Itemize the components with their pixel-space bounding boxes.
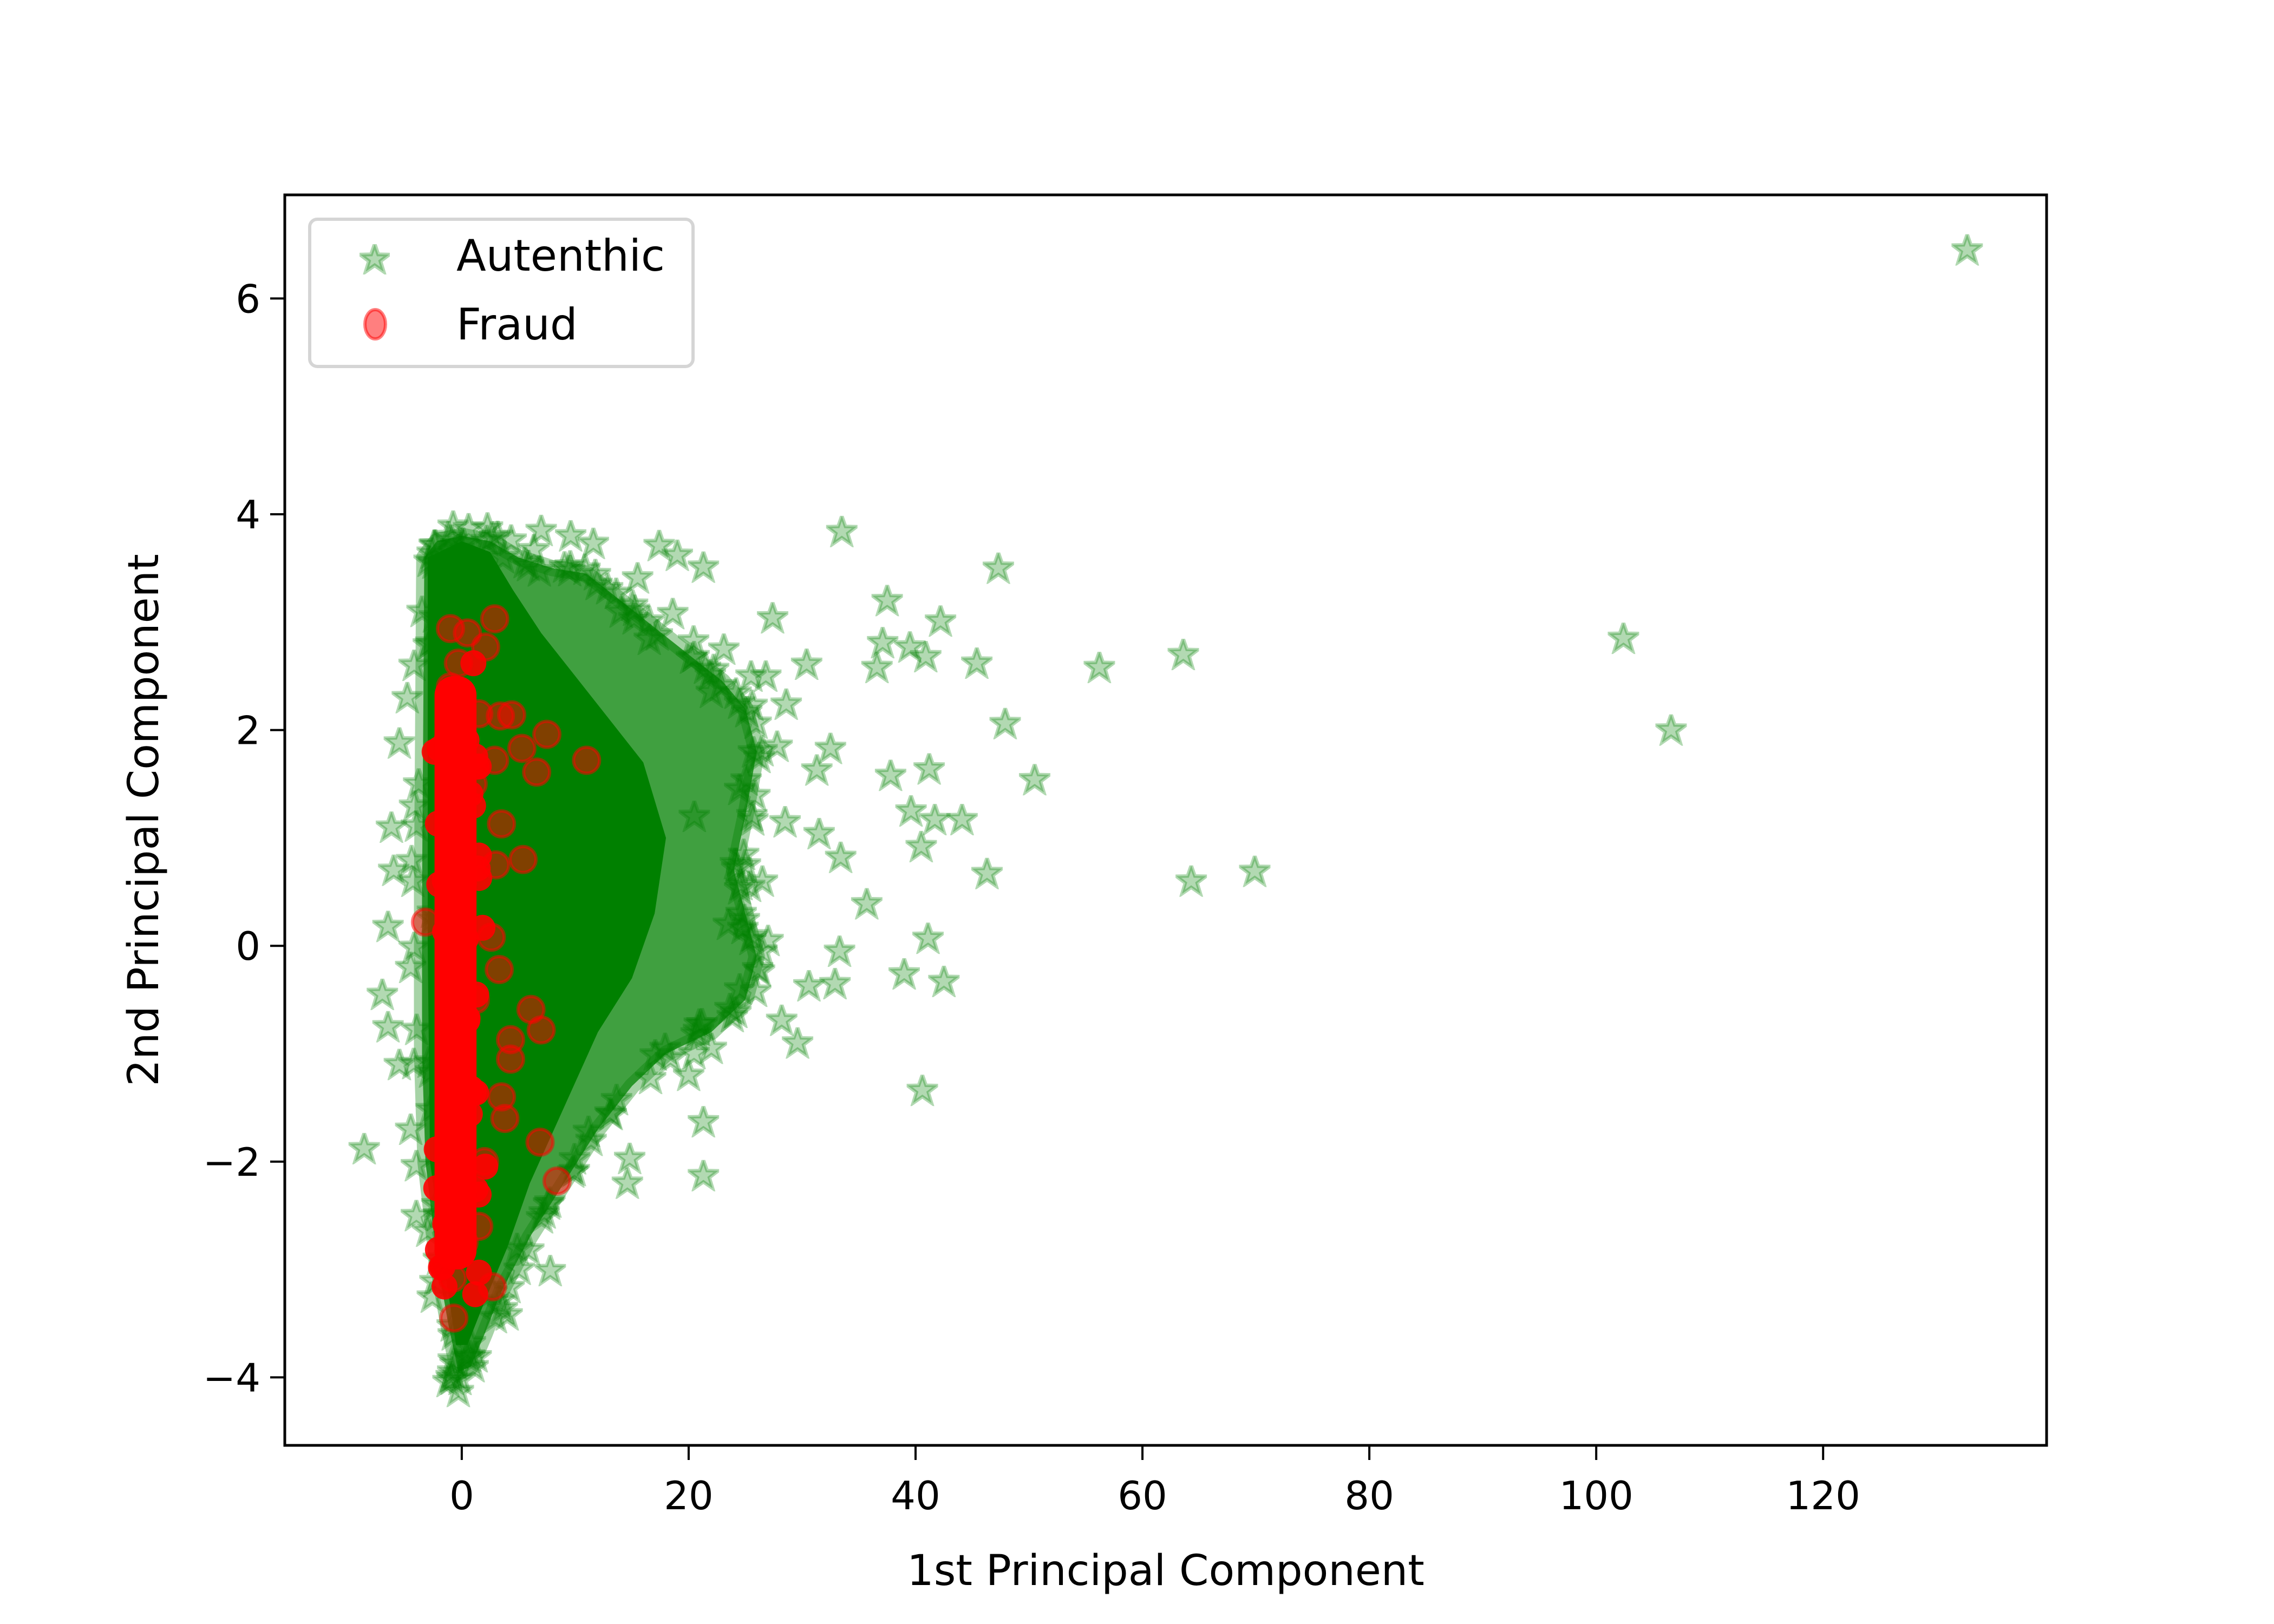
fraud-circle (435, 672, 465, 702)
x-tick-label: 20 (664, 1473, 714, 1518)
legend-circle-icon (363, 308, 387, 340)
axes-frame (283, 193, 2048, 1447)
x-tick-label: 40 (891, 1473, 940, 1518)
fraud-circle (526, 1015, 556, 1045)
y-tick-label: 2 (236, 708, 260, 754)
y-tick-label: −4 (203, 1355, 260, 1400)
fraud-circle (476, 922, 506, 952)
fraud-points (410, 604, 602, 1333)
fraud-circle (480, 604, 509, 634)
legend-label-fraud: Fraud (456, 299, 578, 350)
fraud-circle (439, 1303, 469, 1333)
fraud-circle (449, 1228, 479, 1258)
fraud-circle (495, 1044, 525, 1074)
fraud-circle (508, 844, 538, 874)
fraud-circle (485, 955, 514, 985)
fraud-circle (532, 719, 562, 749)
y-tick-label: 0 (236, 924, 260, 969)
y-axis-ticks: −4 −2 0 2 4 6 (203, 276, 285, 1400)
fraud-circle (464, 699, 494, 729)
plot-area (349, 234, 1982, 1404)
y-tick-label: 4 (236, 492, 260, 538)
x-tick-label: 100 (1559, 1473, 1633, 1518)
legend-frame (308, 218, 695, 368)
fraud-circle (461, 985, 491, 1014)
fraud-circle (469, 1147, 499, 1176)
legend: Autenthic Fraud (308, 218, 695, 368)
y-tick-label: −2 (203, 1140, 260, 1185)
fraud-circle (458, 769, 488, 799)
fraud-circle (443, 649, 473, 678)
x-axis-label: 1st Principal Component (907, 1547, 1424, 1595)
fraud-circle (572, 745, 602, 775)
fraud-circle (525, 1127, 555, 1157)
fraud-circle (438, 1263, 468, 1293)
fraud-circle (490, 1104, 520, 1134)
fraud-circle (522, 757, 552, 787)
legend-label-autenthic: Autenthic (456, 231, 665, 281)
fraud-circle (487, 809, 517, 839)
fraud-circle (453, 618, 482, 648)
y-tick-label: 6 (236, 276, 260, 322)
x-tick-label: 80 (1344, 1473, 1394, 1518)
x-tick-label: 60 (1118, 1473, 1167, 1518)
fraud-circle (542, 1166, 572, 1196)
x-tick-label: 120 (1786, 1473, 1860, 1518)
fraud-circle (410, 907, 440, 937)
fraud-circle (507, 734, 537, 763)
fraud-circle (480, 745, 509, 775)
fraud-circle (478, 1272, 507, 1302)
x-tick-label: 0 (449, 1473, 474, 1518)
x-axis-ticks: 0 20 40 60 80 100 120 (449, 1445, 1860, 1518)
fraud-circle (481, 850, 511, 880)
y-axis-label: 2nd Principal Component (120, 554, 168, 1086)
